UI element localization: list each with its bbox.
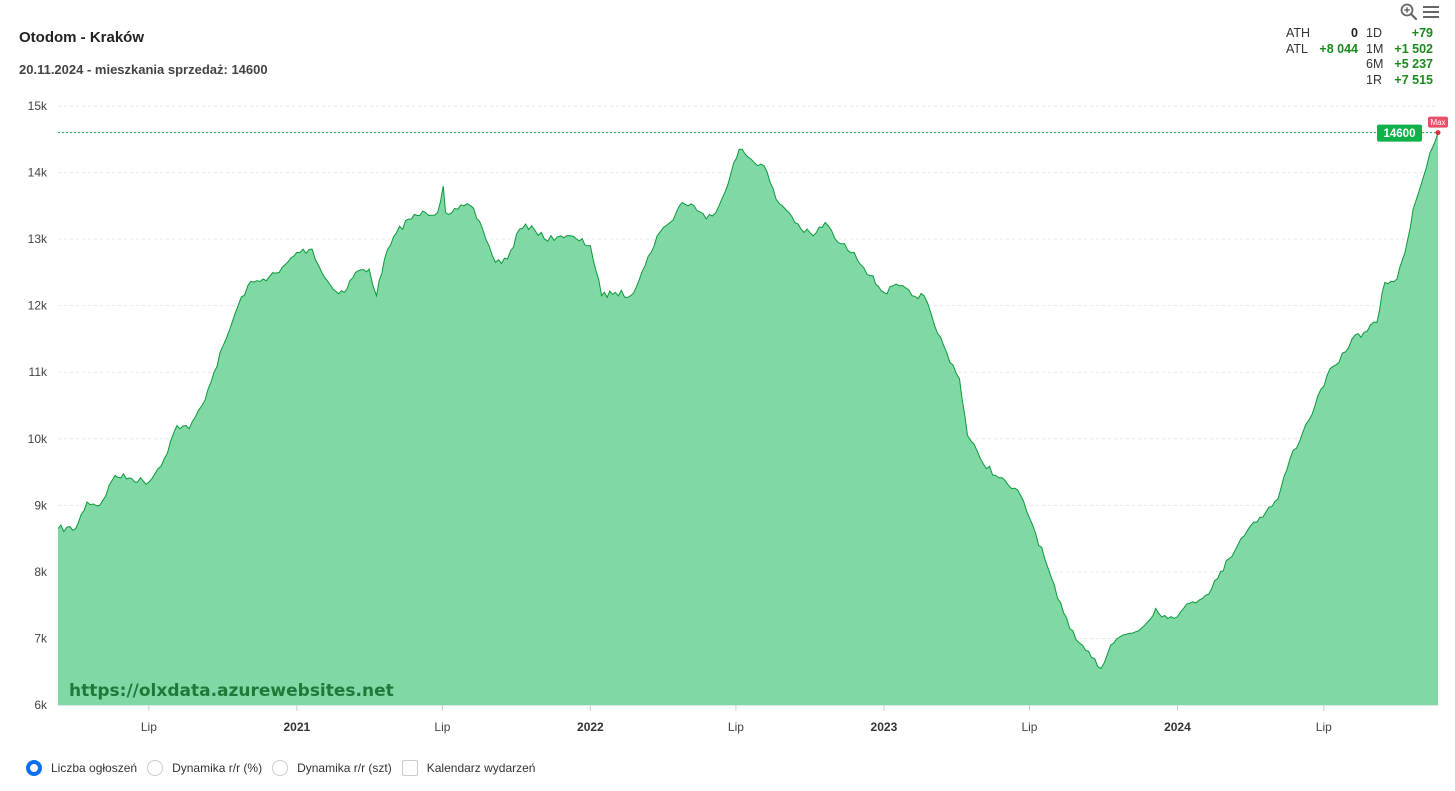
current-value-text: 14600 [1384,128,1416,140]
area-fill [58,132,1438,706]
d1-value: +79 [1411,26,1433,40]
y-tick-label: 6k [34,698,48,712]
x-tick-label: Lip [728,720,744,734]
legend-label-dynamics-szt: Dynamika r/r (szt) [297,761,392,775]
m6-value: +5 237 [1394,57,1433,71]
legend-item-dynamics-szt[interactable]: Dynamika r/r (szt) [272,760,392,776]
checkbox-calendar[interactable] [401,760,418,776]
atl-value: +8 044 [1319,41,1358,56]
y-tick-label: 8k [34,565,48,579]
legend: Liczba ogłoszeń Dynamika r/r (%) Dynamik… [26,760,545,776]
m1-label: 1M [1366,41,1384,56]
y-tick-label: 14k [28,166,48,180]
ath-value: 0 [1351,26,1358,40]
y-tick-label: 7k [34,631,48,645]
x-tick-label: Lip [1021,720,1037,734]
ath-label: ATH [1286,26,1311,40]
x-tick-label: Lip [434,720,450,734]
y-tick-label: 11k [29,365,48,379]
y-tick-label: 13k [28,232,48,246]
radio-dynamics-pct[interactable] [147,760,164,776]
atl-label: ATL [1286,41,1308,56]
menu-icon[interactable] [1421,2,1441,22]
chart-subtitle: 20.11.2024 - mieszkania sprzedaż: 14600 [19,62,268,77]
watermark-text: https://olxdata.azurewebsites.net [69,681,394,701]
stats-panel: ATH 0 ATL +8 044 1D +79 1M +1 502 6M +5 … [1280,26,1435,88]
legend-item-calendar[interactable]: Kalendarz wydarzeń [401,760,536,776]
overlay-group: 14600 Max [58,116,1448,142]
r1-label: 1R [1366,72,1382,87]
x-tick-label: 2024 [1164,720,1191,734]
series-line [57,132,1439,670]
chart-title: Otodom - Kraków [19,29,145,46]
area-chart[interactable]: 6k 7k 8k 9k 10k 11k 12k 13k 14k 15k Lip 2021 Lip 202… [0,0,1455,750]
legend-label-count: Liczba ogłoszeń [51,761,138,775]
x-tick-label: 2021 [283,720,310,734]
x-tick-label: 2022 [577,720,604,734]
max-badge [1428,116,1448,128]
d1-label: 1D [1366,26,1382,40]
max-point-marker [1435,130,1441,136]
x-axis: Lip 2021 Lip 2022 Lip 2023 Lip 2024 Lip [58,704,1438,734]
y-tick-label: 9k [34,498,48,512]
legend-label-dynamics-pct: Dynamika r/r (%) [172,761,263,775]
max-badge-text: Max [1430,118,1445,127]
r1-value: +7 515 [1394,72,1433,87]
m1-value: +1 502 [1394,41,1433,56]
legend-item-count[interactable]: Liczba ogłoszeń [26,760,137,776]
radio-dynamics-szt[interactable] [272,760,289,776]
legend-item-dynamics-pct[interactable]: Dynamika r/r (%) [147,760,262,776]
zoom-in-icon[interactable] [1399,2,1419,22]
y-axis: 6k 7k 8k 9k 10k 11k 12k 13k 14k 15k [28,99,48,712]
x-tick-label: Lip [1316,720,1332,734]
y-tick-label: 15k [28,99,48,113]
series-group [57,132,1439,706]
y-tick-label: 10k [28,432,48,446]
m6-label: 6M [1366,57,1384,71]
y-tick-label: 12k [28,299,48,313]
legend-label-calendar: Kalendarz wydarzeń [426,761,536,775]
x-tick-label: 2023 [871,720,898,734]
radio-count[interactable] [26,760,42,776]
x-tick-label: Lip [141,720,157,734]
chart-toolbar [1399,2,1441,22]
current-value-badge [1377,124,1422,142]
